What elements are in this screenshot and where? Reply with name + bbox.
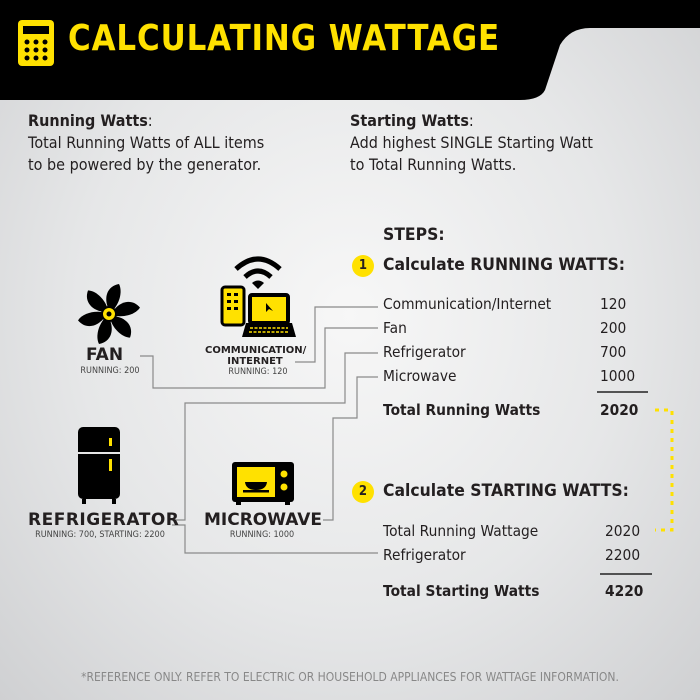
calculator-icon [18, 20, 54, 66]
row-value: 1000 [600, 367, 636, 385]
term: Starting Watts [350, 111, 469, 130]
step-number: 2 [352, 481, 374, 503]
fan-label: FAN [86, 345, 124, 365]
microwave-detail: RUNNING: 1000 [229, 530, 295, 540]
refrigerator-label: REFRIGERATOR [28, 510, 180, 530]
comm-label-line2: INTERNET [227, 356, 283, 367]
row-value: 2020 [605, 522, 641, 540]
definition-line: to Total Running Watts. [350, 155, 517, 174]
microwave-label: MICROWAVE [204, 510, 323, 530]
row-value: 2200 [605, 546, 641, 564]
row-value: 200 [600, 319, 627, 337]
row-value: 700 [600, 343, 627, 361]
row-label: Total Running Wattage [383, 522, 539, 540]
row-label: Communication/Internet [383, 295, 552, 313]
refrigerator-detail: RUNNING: 700, STARTING: 2200 [35, 530, 165, 540]
total-value: 2020 [600, 401, 639, 419]
definition-line: to be powered by the generator. [28, 155, 262, 174]
fan-detail: RUNNING: 200 [80, 366, 140, 376]
definition-starting: Starting Watts: Add highest SINGLE Start… [350, 111, 593, 174]
step-number: 1 [352, 255, 374, 277]
fan-icon [78, 284, 140, 344]
comm-label-line1: COMMUNICATION/ [205, 345, 307, 356]
comm-label: COMMUNICATION/ INTERNET [205, 345, 307, 367]
row-label: Refrigerator [383, 546, 466, 564]
step-title: Calculate RUNNING WATTS: [383, 255, 626, 275]
steps-title: STEPS: [383, 225, 445, 245]
term: Running Watts [28, 111, 148, 130]
microwave-icon [232, 462, 294, 505]
page-title: CALCULATING WATTAGE [68, 18, 501, 59]
row-value: 120 [600, 295, 627, 313]
comm-detail: RUNNING: 120 [228, 367, 288, 377]
footer-disclaimer: *REFERENCE ONLY. REFER TO ELECTRIC OR HO… [81, 670, 619, 684]
total-label: Total Starting Watts [383, 582, 540, 600]
definition-line: Add highest SINGLE Starting Watt [350, 133, 593, 152]
refrigerator-icon [78, 427, 120, 504]
step-title: Calculate STARTING WATTS: [383, 481, 629, 501]
row-label: Refrigerator [383, 343, 466, 361]
row-label: Microwave [383, 367, 457, 385]
row-label: Fan [383, 319, 407, 337]
laptop-phone-wifi-icon [220, 256, 296, 337]
definition-line: Total Running Watts of ALL items [28, 133, 265, 152]
definition-running: Running Watts: Total Running Watts of AL… [28, 111, 265, 174]
header-banner [0, 0, 700, 100]
total-value: 4220 [605, 582, 644, 600]
total-label: Total Running Watts [383, 401, 541, 419]
